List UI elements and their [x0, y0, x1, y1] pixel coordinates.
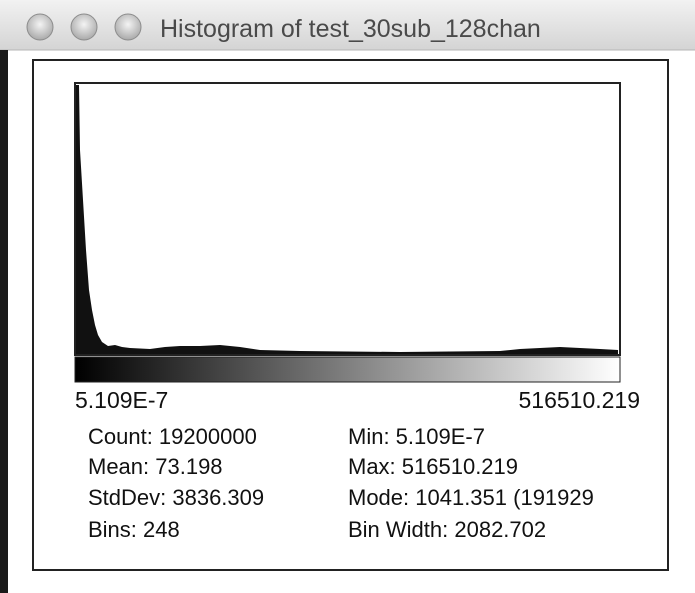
- close-button[interactable]: [26, 13, 54, 41]
- left-edge: [0, 50, 8, 593]
- stats-right: Min: 5.109E-7 Max: 516510.219 Mode: 1041.3…: [348, 424, 594, 542]
- stat-text: Bin Width: 2082.702: [348, 517, 546, 542]
- stat-text: Min: 5.109E-7: [348, 424, 485, 449]
- stat-text: Mode: 1041.351 (191929: [348, 485, 594, 510]
- stat-text: Mean: 73.198: [88, 454, 223, 479]
- stats-left: Count: 19200000 Mean: 73.198 StdDev: 3836.…: [88, 424, 264, 542]
- min-label: 5.109E-7: [75, 387, 168, 413]
- stat-text: Bins: 248: [88, 517, 180, 542]
- stat-text: StdDev: 3836.309: [88, 485, 264, 510]
- window-title: Histogram of test_30sub_128chan: [160, 15, 541, 43]
- lut-bar: [74, 356, 621, 383]
- max-label: 516510.219: [518, 387, 640, 413]
- stat-text: Count: 19200000: [88, 424, 257, 449]
- stat-text: Max: 516510.219: [348, 454, 518, 479]
- minimize-button[interactable]: [70, 13, 98, 41]
- zoom-button[interactable]: [114, 13, 142, 41]
- plot-frame: [74, 82, 621, 356]
